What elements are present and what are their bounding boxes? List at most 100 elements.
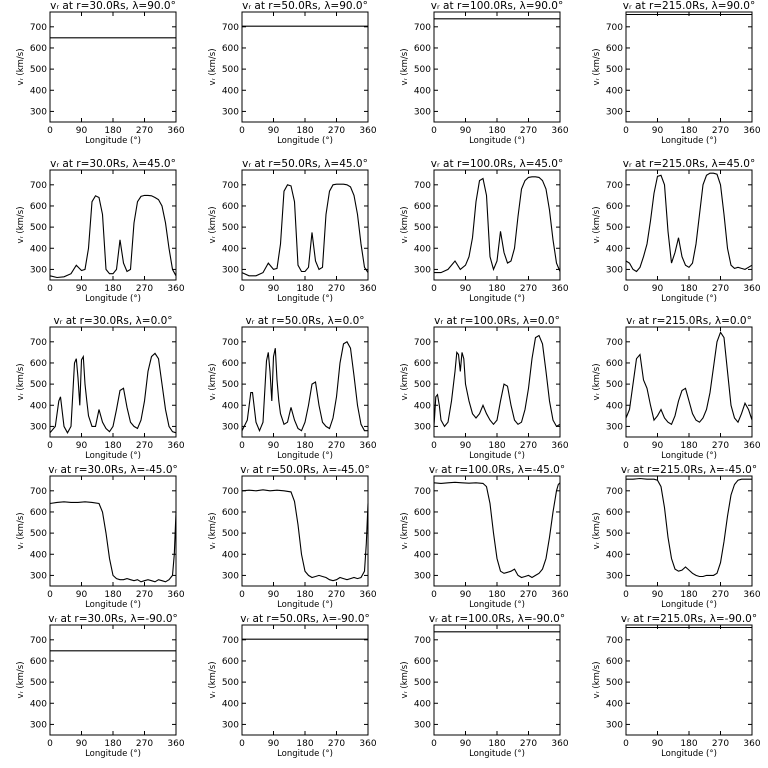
y-tick-label: 300	[606, 265, 623, 275]
plot-frame	[433, 11, 561, 123]
x-tick-label: 270	[712, 590, 729, 600]
x-tick-label: 90	[76, 284, 88, 294]
y-tick-label: 400	[30, 699, 47, 709]
x-tick-label: 180	[680, 126, 697, 136]
x-tick-label: 270	[136, 441, 153, 451]
y-tick-label: 300	[414, 720, 431, 730]
x-tick-label: 90	[652, 284, 664, 294]
y-tick-label: 300	[414, 107, 431, 117]
y-tick-label: 300	[414, 265, 431, 275]
y-tick-label: 500	[606, 65, 623, 75]
x-axis-label: Longitude (°)	[469, 294, 525, 304]
y-tick-label: 500	[30, 65, 47, 75]
x-axis-label: Longitude (°)	[469, 451, 525, 461]
x-tick-label: 0	[623, 441, 629, 451]
x-tick-label: 90	[268, 739, 280, 749]
x-tick-label: 270	[328, 739, 345, 749]
plot-frame	[49, 475, 177, 587]
y-tick-label: 300	[222, 422, 239, 432]
x-tick-label: 270	[136, 284, 153, 294]
x-axis-label: Longitude (°)	[469, 749, 525, 759]
x-axis-label: Longitude (°)	[85, 749, 141, 759]
x-tick-label: 0	[239, 739, 245, 749]
panel-title: vᵣ at r=50.0Rs, λ=0.0°	[245, 315, 364, 327]
y-tick-label: 700	[414, 23, 431, 33]
y-tick-label: 500	[606, 223, 623, 233]
y-tick-label: 300	[606, 422, 623, 432]
y-tick-label: 500	[606, 529, 623, 539]
x-tick-label: 360	[167, 739, 184, 749]
x-tick-label: 90	[460, 126, 472, 136]
y-axis-label: vᵣ (km/s)	[16, 48, 26, 85]
x-axis-label: Longitude (°)	[469, 600, 525, 610]
y-tick-label: 300	[414, 571, 431, 581]
plot-frame	[49, 11, 177, 123]
y-tick-label: 300	[222, 571, 239, 581]
series-line	[241, 183, 369, 277]
x-axis-label: Longitude (°)	[661, 136, 717, 146]
x-tick-label: 0	[239, 441, 245, 451]
x-axis-label: Longitude (°)	[661, 451, 717, 461]
y-tick-label: 700	[222, 487, 239, 497]
y-tick-label: 500	[222, 529, 239, 539]
x-tick-label: 0	[47, 739, 53, 749]
x-tick-label: 0	[239, 126, 245, 136]
series-line	[434, 176, 561, 274]
y-tick-label: 300	[606, 571, 623, 581]
y-tick-label: 500	[30, 380, 47, 390]
plot-frame	[241, 624, 369, 736]
y-tick-label: 300	[222, 265, 239, 275]
series-line	[626, 477, 752, 578]
y-tick-label: 300	[30, 265, 47, 275]
x-tick-label: 360	[167, 284, 184, 294]
y-axis-label: vᵣ (km/s)	[592, 363, 602, 400]
x-tick-label: 180	[680, 590, 697, 600]
y-tick-label: 500	[414, 223, 431, 233]
y-tick-label: 400	[606, 401, 623, 411]
x-tick-label: 270	[712, 284, 729, 294]
x-tick-label: 270	[712, 441, 729, 451]
series-line	[49, 194, 177, 279]
x-tick-label: 0	[431, 441, 437, 451]
x-tick-label: 180	[488, 284, 505, 294]
x-tick-label: 90	[652, 441, 664, 451]
x-axis-label: Longitude (°)	[277, 294, 333, 304]
y-tick-label: 300	[606, 720, 623, 730]
x-tick-label: 360	[167, 441, 184, 451]
x-tick-label: 90	[76, 590, 88, 600]
x-tick-label: 0	[47, 284, 53, 294]
x-axis-label: Longitude (°)	[85, 136, 141, 146]
x-tick-label: 180	[488, 590, 505, 600]
y-tick-label: 400	[414, 699, 431, 709]
y-axis-label: vᵣ (km/s)	[592, 206, 602, 243]
y-tick-label: 400	[606, 86, 623, 96]
y-axis-label: vᵣ (km/s)	[16, 206, 26, 243]
y-axis-label: vᵣ (km/s)	[208, 48, 218, 85]
x-tick-label: 0	[623, 284, 629, 294]
x-tick-label: 0	[623, 739, 629, 749]
y-tick-label: 600	[30, 508, 47, 518]
y-tick-label: 500	[30, 223, 47, 233]
panel-title: vᵣ at r=100.0Rs, λ=0.0°	[434, 315, 560, 327]
series-line	[433, 481, 561, 579]
y-axis-label: vᵣ (km/s)	[400, 206, 410, 243]
y-tick-label: 500	[414, 65, 431, 75]
panel-title: vᵣ at r=30.0Rs, λ=-90.0°	[48, 613, 178, 625]
x-axis-label: Longitude (°)	[85, 600, 141, 610]
y-axis-label: vᵣ (km/s)	[592, 512, 602, 549]
x-tick-label: 360	[743, 590, 760, 600]
y-tick-label: 700	[606, 338, 623, 348]
x-tick-label: 270	[136, 739, 153, 749]
x-tick-label: 270	[328, 284, 345, 294]
panel-title: vᵣ at r=50.0Rs, λ=-90.0°	[240, 613, 370, 625]
x-tick-label: 270	[136, 590, 153, 600]
x-tick-label: 90	[268, 441, 280, 451]
x-tick-label: 270	[712, 739, 729, 749]
panel-title: vᵣ at r=215.0Rs, λ=-45.0°	[621, 464, 757, 476]
x-tick-label: 180	[104, 126, 121, 136]
x-tick-label: 90	[652, 739, 664, 749]
y-axis-label: vᵣ (km/s)	[400, 661, 410, 698]
x-tick-label: 90	[460, 590, 472, 600]
x-tick-label: 180	[488, 739, 505, 749]
plot-frame	[433, 624, 561, 736]
